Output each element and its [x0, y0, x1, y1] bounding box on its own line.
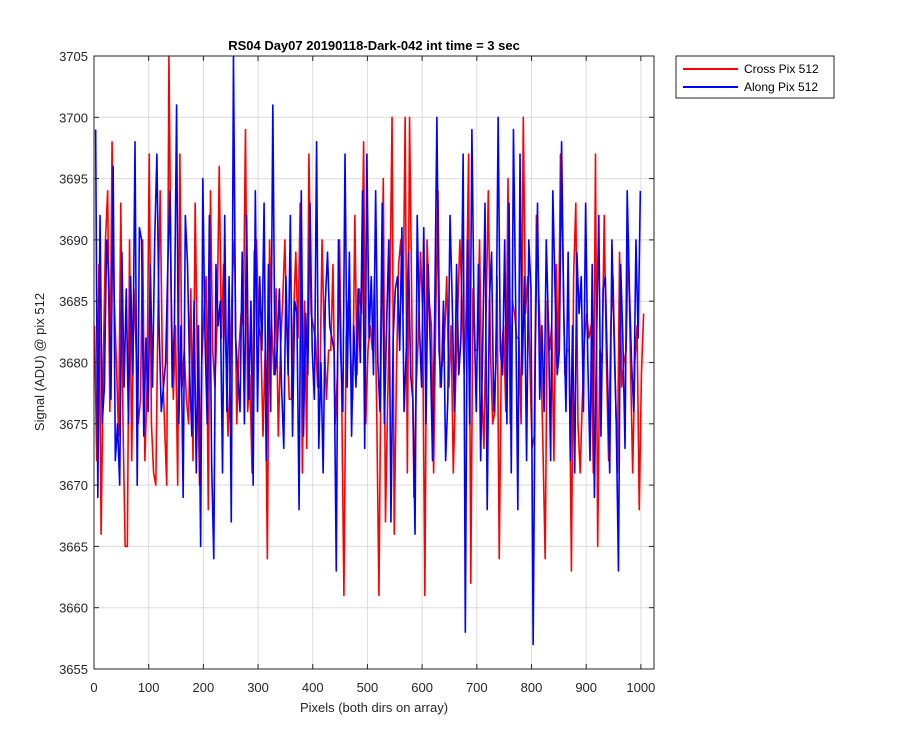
x-tick-label: 700: [466, 680, 488, 695]
x-tick-label: 400: [302, 680, 324, 695]
x-axis-label: Pixels (both dirs on array): [300, 700, 448, 715]
y-tick-label: 3705: [59, 49, 88, 64]
x-tick-labels: 0 100 200 300 400 500 600 700 800 900 1000: [90, 680, 655, 695]
y-tick-label: 3685: [59, 294, 88, 309]
y-tick-labels: 3655 3660 3665 3670 3675 3680 3685 3690 3695 3700…: [59, 49, 88, 677]
series-line-along-pix: [94, 55, 642, 646]
y-tick-label: 3665: [59, 539, 88, 554]
x-tick-label: 500: [357, 680, 379, 695]
legend-label-cross: Cross Pix 512: [744, 62, 819, 76]
chart-title: RS04 Day07 20190118-Dark-042 int time = …: [228, 38, 520, 53]
y-tick-label: 3660: [59, 601, 88, 616]
tick-marks: [93, 55, 654, 670]
x-tick-label: 800: [521, 680, 543, 695]
legend: Cross Pix 512 Along Pix 512: [675, 55, 835, 99]
x-tick-label: 0: [90, 680, 97, 695]
x-tick-label: 200: [193, 680, 215, 695]
y-tick-label: 3695: [59, 172, 88, 187]
y-tick-label: 3655: [59, 662, 88, 677]
y-tick-label: 3690: [59, 233, 88, 248]
y-tick-label: 3700: [59, 110, 88, 125]
x-tick-label: 100: [138, 680, 160, 695]
x-tick-label: 300: [247, 680, 269, 695]
y-tick-label: 3670: [59, 478, 88, 493]
series-layer: [93, 55, 645, 646]
legend-box: [675, 55, 835, 99]
x-tick-label: 1000: [626, 680, 655, 695]
legend-label-along: Along Pix 512: [744, 80, 818, 94]
y-tick-label: 3680: [59, 356, 88, 371]
y-axis-label: Signal (ADU) @ pix 512: [32, 293, 47, 431]
y-tick-label: 3675: [59, 417, 88, 432]
x-tick-label: 600: [411, 680, 433, 695]
x-tick-label: 900: [575, 680, 597, 695]
